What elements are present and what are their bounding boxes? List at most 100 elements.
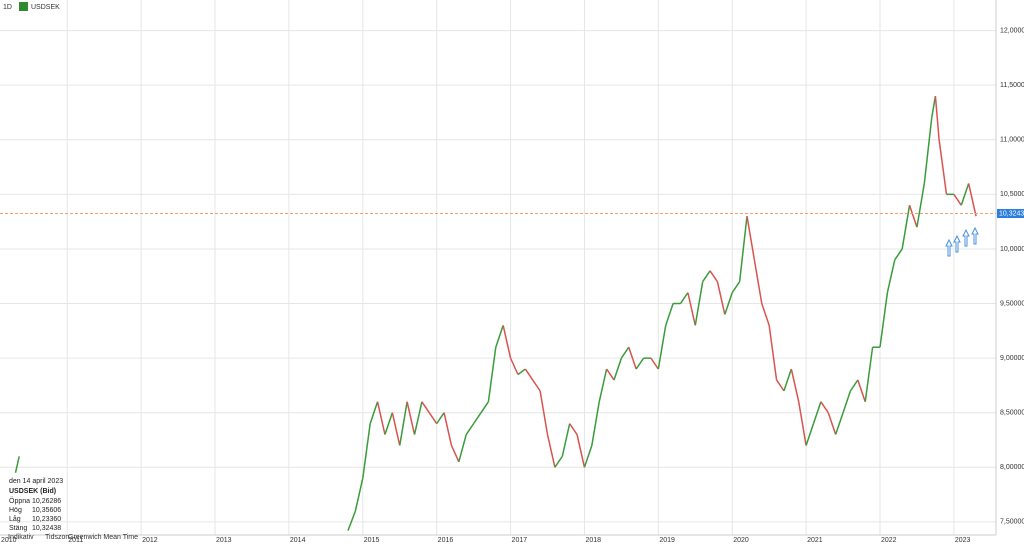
price-segment xyxy=(539,390,549,435)
info-value: 10,32438 xyxy=(32,525,61,532)
price-segment xyxy=(879,292,889,348)
price-segment xyxy=(657,325,667,370)
x-tick-label: 2018 xyxy=(585,537,601,544)
price-segment xyxy=(761,303,770,326)
price-segment xyxy=(472,412,482,425)
price-segment xyxy=(797,401,807,446)
price-segment xyxy=(554,455,563,468)
price-segment xyxy=(724,292,733,315)
price-segment xyxy=(576,434,586,468)
price-segment xyxy=(628,346,637,370)
x-tick-label: 2010 xyxy=(1,537,17,544)
y-tick-label: 10,00000 xyxy=(1000,246,1024,253)
price-segment xyxy=(901,205,911,250)
price-segment xyxy=(908,205,918,228)
y-tick-label: 8,00000 xyxy=(1000,464,1024,471)
x-tick-label: 2017 xyxy=(512,537,528,544)
price-segment xyxy=(827,412,837,435)
price-segment xyxy=(960,183,970,206)
price-segment xyxy=(465,423,475,435)
y-tick-label: 11,50000 xyxy=(1000,82,1024,89)
price-segment xyxy=(635,357,645,370)
price-segment xyxy=(376,401,386,435)
price-segment xyxy=(709,270,719,283)
price-segment xyxy=(716,281,726,315)
price-segment xyxy=(458,434,467,463)
price-segment xyxy=(694,281,704,326)
price-segment xyxy=(620,346,630,359)
x-tick-label: 2021 xyxy=(807,537,823,544)
price-segment xyxy=(398,401,408,446)
price-segment xyxy=(14,456,20,473)
info-label: Låg xyxy=(9,515,21,523)
x-tick-label: 2016 xyxy=(438,537,454,544)
info-date: den 14 april 2023 xyxy=(9,478,63,485)
timezone: Greenwich Mean Time xyxy=(68,534,138,541)
price-segment xyxy=(583,445,593,468)
x-tick-label: 2015 xyxy=(364,537,380,544)
arrow xyxy=(953,234,961,253)
price-segment xyxy=(362,423,371,479)
price-segment xyxy=(857,379,866,403)
price-segment xyxy=(834,412,844,435)
price-segment xyxy=(347,510,357,531)
price-segment xyxy=(450,445,460,463)
price-segment xyxy=(923,117,933,184)
x-tick-label: 2013 xyxy=(216,537,232,544)
price-segment xyxy=(524,368,534,381)
price-segment xyxy=(605,368,615,381)
price-segment xyxy=(783,368,793,392)
y-tick-label: 9,00000 xyxy=(1000,355,1024,362)
price-segment xyxy=(546,434,556,468)
price-segment xyxy=(502,325,512,359)
price-segment xyxy=(487,347,497,402)
price-segment xyxy=(384,412,394,435)
y-tick-label: 12,00000 xyxy=(1000,27,1024,34)
price-segment xyxy=(849,379,859,392)
price-segment xyxy=(753,259,763,304)
info-label: Stäng xyxy=(9,525,27,532)
price-segment xyxy=(509,357,519,375)
price-segment xyxy=(894,248,903,261)
price-segment xyxy=(967,183,977,217)
price-segment xyxy=(820,401,829,414)
price-segment xyxy=(805,423,815,446)
arrow xyxy=(962,228,970,247)
price-segment xyxy=(842,390,852,413)
price-segment xyxy=(406,401,416,435)
price-segment xyxy=(775,379,785,392)
info-label: Hög xyxy=(9,507,22,514)
plot-area xyxy=(0,0,996,535)
x-tick-label: 2011 xyxy=(68,537,83,544)
price-segment xyxy=(953,193,962,206)
price-segment xyxy=(731,281,741,294)
arrows xyxy=(945,226,979,257)
x-tick-label: 2020 xyxy=(733,537,749,544)
price-segment xyxy=(665,303,674,326)
y-tick-label: 8,50000 xyxy=(1000,410,1024,417)
last-price-label: 10,32438 xyxy=(999,210,1024,217)
info-value: 10,26286 xyxy=(32,498,61,505)
info-box: den 14 april 2023 USDSEK (Bid) Öppna 10,… xyxy=(9,478,63,532)
arrow xyxy=(971,226,979,245)
price-segment xyxy=(687,292,697,326)
price-segment xyxy=(934,96,940,140)
price-segment xyxy=(864,347,874,402)
x-tick-label: 2022 xyxy=(881,537,897,544)
x-tick-label: 2014 xyxy=(290,537,306,544)
price-segment xyxy=(738,216,748,282)
price-segment xyxy=(443,412,453,446)
price-segment xyxy=(421,401,430,414)
price-segment xyxy=(790,368,800,402)
price-segment xyxy=(768,325,778,381)
price-segment xyxy=(916,183,926,228)
price-segment xyxy=(938,139,948,195)
price-segment xyxy=(436,412,445,425)
interval: 1D xyxy=(3,4,12,11)
price-segment xyxy=(702,270,711,283)
info-title: USDSEK (Bid) xyxy=(9,488,56,495)
price-segment xyxy=(812,401,822,424)
price-segment xyxy=(561,423,571,457)
